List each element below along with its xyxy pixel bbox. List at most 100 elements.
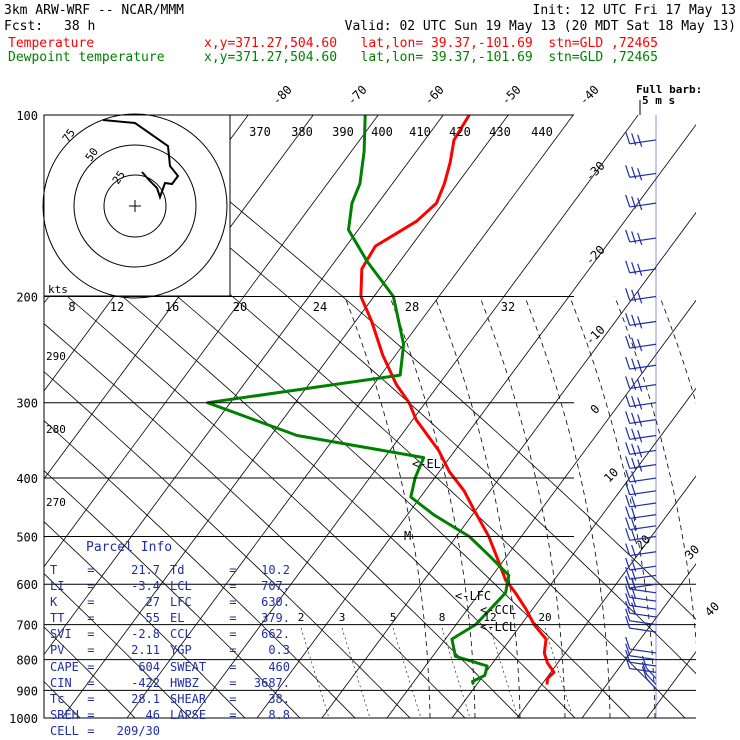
wind-barb-flag-33-1 xyxy=(631,262,637,275)
moist-adiabat-5 xyxy=(569,296,656,718)
wind-barb-0 xyxy=(641,666,657,690)
dry-adiabat-3 xyxy=(44,521,246,718)
parcel-label2 xyxy=(160,723,222,739)
parcel-value: 28.1 xyxy=(131,691,160,706)
parcel-equals: = xyxy=(80,627,95,642)
parcel-value: 21.7 xyxy=(131,563,160,577)
parcel-equals: = xyxy=(80,723,95,738)
isotherm-label-40: 40 xyxy=(702,599,722,619)
isotherm-label--10: -10 xyxy=(583,323,608,348)
wind-barb-27 xyxy=(625,394,657,410)
wind-barb-13 xyxy=(625,575,657,590)
wind-barb-31 xyxy=(625,313,657,329)
wind-barb-flag-25-2 xyxy=(637,430,643,443)
dry-adiabat-label-290: 290 xyxy=(46,350,66,363)
wind-barb-staff-15 xyxy=(629,565,657,571)
wind-barb-flag-8-0 xyxy=(625,608,631,621)
pressure-label-1000: 1000 xyxy=(9,712,38,726)
theta-label-400: 400 xyxy=(371,125,393,139)
wind-barb-4 xyxy=(625,650,657,667)
wind-barb-24 xyxy=(625,442,657,458)
wind-barb-flag-19-0 xyxy=(625,506,631,519)
wind-barb-flag-29-1 xyxy=(631,358,637,371)
hodograph-ring-label-75: 75 xyxy=(60,126,78,144)
dry-adiabat-4 xyxy=(44,470,301,718)
wind-barb-staff-25 xyxy=(629,434,657,440)
hodograph-ring-2 xyxy=(103,174,167,238)
theta-label-430: 430 xyxy=(489,125,511,139)
parcel-equals: = xyxy=(222,675,237,690)
barb-legend-title: Full barb: xyxy=(636,83,702,96)
isotherm--50 xyxy=(61,115,509,718)
parcel-label2: LAPSE xyxy=(170,707,207,722)
parcel-value2: 38. xyxy=(268,691,290,706)
parcel-label: TT xyxy=(50,611,65,626)
mixing-ratio-line-0 xyxy=(300,627,330,718)
wind-barb-25 xyxy=(625,427,657,443)
parcel-label2: SHEAR xyxy=(170,691,207,706)
wind-barb-flag-32-1 xyxy=(631,289,637,303)
theta-label-370: 370 xyxy=(249,125,271,139)
parcel-equals: = xyxy=(222,595,237,610)
wind-barb-flag-26-2 xyxy=(637,414,643,427)
wind-barb-staff-35 xyxy=(629,202,657,208)
wind-barb-flag-34-0 xyxy=(625,229,631,243)
wind-barb-33 xyxy=(625,260,657,276)
wind-barb-flag-25-0 xyxy=(625,427,631,440)
wind-barb-staff-0 xyxy=(645,678,657,690)
wind-barb-staff-34 xyxy=(629,237,657,243)
wind-barb-16 xyxy=(625,543,657,558)
moist-adiabat-2 xyxy=(434,296,521,718)
parcel-equals: = xyxy=(222,691,237,706)
wind-barb-flag-9-1 xyxy=(631,602,637,615)
dry-adiabat-10 xyxy=(44,184,631,718)
theta-label-380: 380 xyxy=(291,125,313,139)
wind-barb-flag-3-0 xyxy=(625,656,631,669)
wind-barb-flag-34-2 xyxy=(637,232,643,246)
wind-barb-23 xyxy=(625,456,657,472)
wind-barb-staff-22 xyxy=(629,477,657,483)
wind-barb-7 xyxy=(625,615,657,633)
wind-barb-staff-32 xyxy=(629,295,657,301)
mixing-ratio-label-2: 2 xyxy=(298,611,305,624)
wind-barb-staff-16 xyxy=(629,551,657,557)
wind-barb-flag-15-1 xyxy=(631,559,637,572)
wind-barb-flag-16-1 xyxy=(631,544,637,558)
moist-adiabat-7 xyxy=(659,296,696,405)
dry-adiabat-11 xyxy=(44,139,686,718)
wind-barb-staff-20 xyxy=(629,502,657,508)
parcel-equals: = xyxy=(222,707,237,722)
parcel-equals: = xyxy=(80,579,95,594)
speed-label-16: 16 xyxy=(165,300,179,314)
mixing-ratio-line-3 xyxy=(441,627,471,718)
isotherm-label--40: -40 xyxy=(577,83,602,108)
wind-barb-flag-7-0 xyxy=(625,615,631,629)
wind-barb-flag-26-1 xyxy=(631,412,637,426)
wind-barb-staff-36 xyxy=(629,172,657,178)
parcel-value2: 10.2 xyxy=(261,563,290,577)
parcel-equals: = xyxy=(80,595,95,610)
theta-label-440: 440 xyxy=(531,125,553,139)
parcel-value2: 460 xyxy=(268,659,290,674)
wind-barb-staff-1 xyxy=(645,673,657,685)
wind-barb-flag-18-1 xyxy=(631,518,637,532)
isotherm-label--80: -80 xyxy=(270,83,295,108)
speed-label-24: 24 xyxy=(313,300,327,314)
isotherm--20 xyxy=(256,124,696,718)
hodograph-unit: kts xyxy=(48,283,68,296)
parcel-label: CIN xyxy=(50,675,72,690)
wind-barb-20 xyxy=(625,494,657,509)
wind-barb-staff-17 xyxy=(629,535,657,541)
wind-barb-flag-17-1 xyxy=(631,529,637,542)
wind-barb-5 xyxy=(625,643,657,661)
isotherm-label--30: -30 xyxy=(583,159,608,184)
wind-barb-flag-23-0 xyxy=(625,456,631,469)
wind-barb-flag-28-1 xyxy=(631,377,637,391)
parcel-label2: LFC xyxy=(170,595,192,610)
parcel-label2: Td xyxy=(170,563,185,577)
mixing-ratio-line-1 xyxy=(341,627,371,718)
isotherm-label-30: 30 xyxy=(682,542,702,562)
legend-dewpoint-label: Dewpoint temperature xyxy=(8,50,165,65)
wind-barb-flag-10-1 xyxy=(631,594,637,608)
wind-barb-flag-37-1 xyxy=(631,133,637,146)
